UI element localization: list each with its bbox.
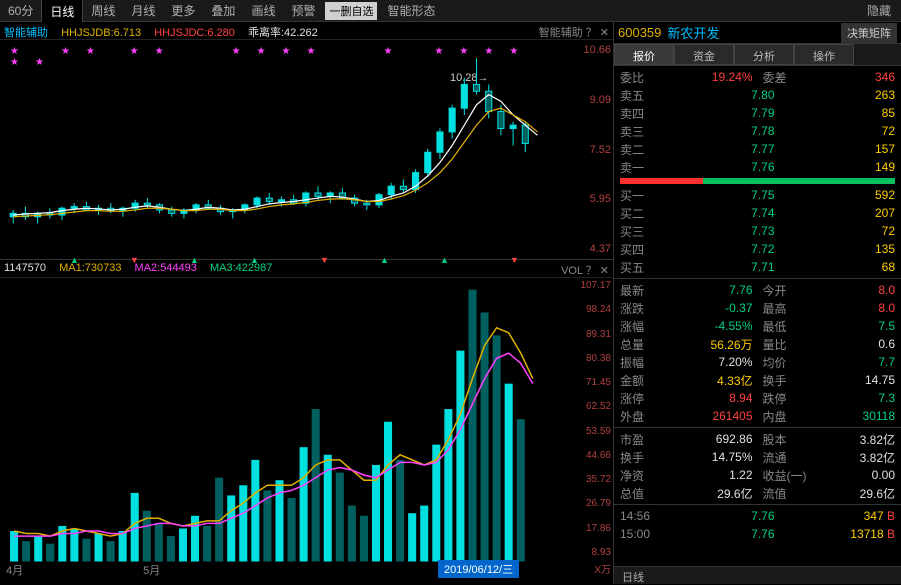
watchlist-select[interactable]: 一删自选 (325, 2, 377, 20)
bids-row: 买四7.72135 (614, 240, 901, 258)
price-y-axis: 10.669.097.525.954.37 (571, 40, 611, 259)
bids-row: 买五7.7168 (614, 258, 901, 276)
ind-a: HHJSJDB:6.713 (61, 27, 141, 39)
asks-row: 卖三7.7872 (614, 122, 901, 140)
quote-panel: 600359 新农开发 决策矩阵 报价 资金 分析 操作 委比 19.24% 委… (614, 22, 901, 584)
date-highlight: 2019/06/12/三 (438, 560, 519, 578)
ptab-fund[interactable]: 资金 (674, 44, 734, 65)
volume-svg (0, 278, 563, 562)
weibi-value: 19.24% (664, 70, 763, 84)
hide-button[interactable]: 隐藏 (867, 2, 891, 19)
stat-row: 涨停8.94跌停7.3 (614, 389, 901, 407)
price-chart[interactable]: ★ ★★ ★★ ★★★★ ★ ★★★★ ★★ 10.28→ ▲▼ ▲▲ ▼▲ ▲… (0, 40, 613, 260)
weibi-label: 委比 (620, 69, 664, 86)
stat-row: 金额4.33亿换手14.75 (614, 371, 901, 389)
stat-row: 涨跌-0.37最高8.0 (614, 299, 901, 317)
tick-row: 14:567.76347 B (614, 507, 901, 525)
chart-area: 智能辅助 HHJSJDB:6.713 HHJSJDC:6.280 乖离率:42.… (0, 22, 614, 584)
stat-row: 外盘261405内盘30118 (614, 407, 901, 425)
vol-help-icon[interactable]: VOL ？ ✕ (561, 262, 609, 278)
tab-monthly[interactable]: 月线 (123, 0, 163, 22)
stat-row: 最新7.76今开8.0 (614, 281, 901, 299)
ptab-analysis[interactable]: 分析 (734, 44, 794, 65)
stat-row: 总值29.6亿流值29.6亿 (614, 484, 901, 502)
x-month-1: 4月 (6, 562, 23, 576)
stat-row: 总量56.26万量比0.6 (614, 335, 901, 353)
tab-more[interactable]: 更多 (163, 0, 203, 22)
tab-daily[interactable]: 日线 (41, 0, 83, 23)
x-axis: 4月 5月 (0, 560, 613, 578)
smart-pattern[interactable]: 智能形态 (379, 0, 443, 22)
weicha-label: 委差 (763, 69, 807, 86)
ind-c: 乖离率:42.262 (248, 27, 318, 39)
tab-alert[interactable]: 预警 (283, 0, 323, 22)
ind-b: HHJSJDC:6.280 (154, 27, 235, 39)
tick-row: 15:007.7613718 B (614, 525, 901, 543)
time-frame-tabs: 60分 日线 周线 月线 更多 叠加 画线 预警 一删自选 智能形态 隐藏 (0, 0, 901, 22)
bids-row: 买三7.7372 (614, 222, 901, 240)
stat-row: 振幅7.20%均价7.7 (614, 353, 901, 371)
ratio-bar (620, 178, 895, 184)
stat-row: 市盈692.86股本3.82亿 (614, 430, 901, 448)
weicha-value: 346 (807, 70, 896, 84)
stat-row: 换手14.75%流通3.82亿 (614, 448, 901, 466)
weibi-row: 委比 19.24% 委差 346 (614, 68, 901, 86)
asks-row: 卖四7.7985 (614, 104, 901, 122)
x-month-2: 5月 (143, 562, 160, 576)
panel-header: 600359 新农开发 决策矩阵 (614, 22, 901, 44)
asks-row: 卖一7.76149 (614, 158, 901, 176)
vol-val: 1147570 (4, 262, 46, 274)
ptab-quote[interactable]: 报价 (614, 44, 674, 65)
stat-row: 净资1.22收益(一)0.00 (614, 466, 901, 484)
stat-row: 涨幅-4.55%最低7.5 (614, 317, 901, 335)
candlestick-svg (0, 40, 569, 264)
ptab-action[interactable]: 操作 (794, 44, 854, 65)
tab-60min[interactable]: 60分 (0, 0, 41, 22)
vol-ma3: MA3:422987 (210, 262, 272, 274)
stock-code[interactable]: 600359 (618, 25, 661, 40)
footer-tab[interactable]: 日线 (614, 566, 901, 584)
aux-help-icon[interactable]: 智能辅助 ？ ✕ (539, 24, 609, 40)
decision-matrix-button[interactable]: 决策矩阵 (841, 23, 897, 43)
bids-row: 买一7.75592 (614, 186, 901, 204)
vol-y-axis: 107.1798.2489.3180.3871.4562.5253.5944.6… (565, 278, 611, 560)
vol-ma2: MA2:544493 (135, 262, 197, 274)
aux-label: 智能辅助 (4, 27, 48, 39)
bids-row: 买二7.74207 (614, 204, 901, 222)
volume-chart[interactable]: 107.1798.2489.3180.3871.4562.5253.5944.6… (0, 278, 613, 578)
tab-overlay[interactable]: 叠加 (203, 0, 243, 22)
vol-ma1: MA1:730733 (59, 262, 121, 274)
indicator-bar-top: 智能辅助 HHJSJDB:6.713 HHJSJDC:6.280 乖离率:42.… (0, 22, 613, 40)
asks-row: 卖二7.77157 (614, 140, 901, 158)
panel-tabs: 报价 资金 分析 操作 (614, 44, 901, 66)
asks-row: 卖五7.80263 (614, 86, 901, 104)
tab-weekly[interactable]: 周线 (83, 0, 123, 22)
stock-name[interactable]: 新农开发 (667, 23, 719, 42)
tab-draw[interactable]: 画线 (243, 0, 283, 22)
